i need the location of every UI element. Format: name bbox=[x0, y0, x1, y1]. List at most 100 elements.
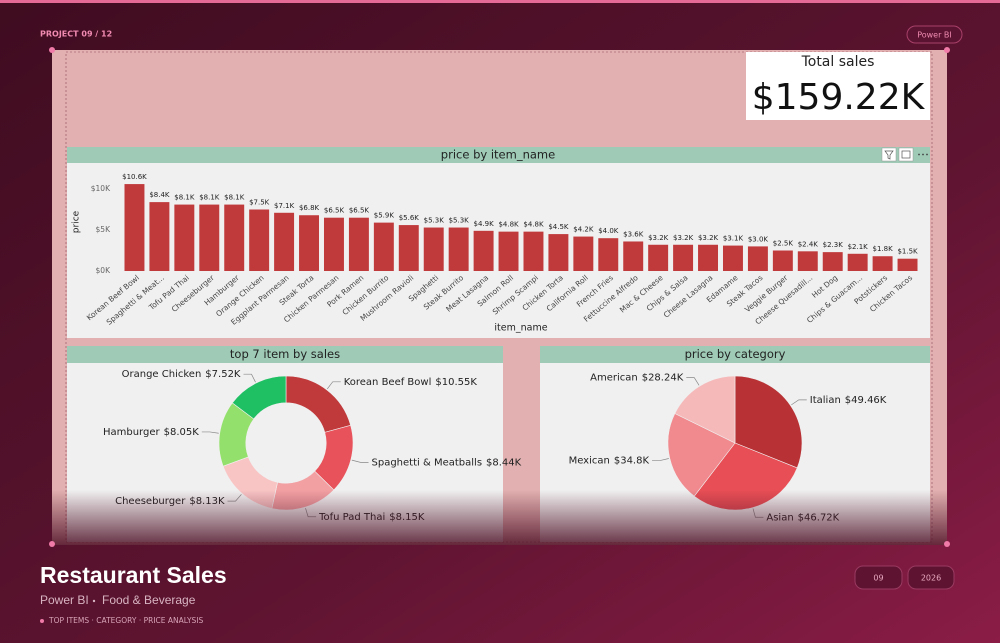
leader-line bbox=[791, 399, 807, 406]
visual-header bbox=[67, 346, 503, 363]
bar bbox=[448, 227, 469, 271]
x-axis-label: item_name bbox=[494, 323, 547, 334]
badge bbox=[906, 25, 963, 44]
data-label: $2.4K bbox=[798, 240, 819, 248]
data-label: $3.1K bbox=[723, 235, 744, 243]
leader-line bbox=[686, 377, 700, 386]
bar bbox=[822, 252, 843, 271]
filter-icon[interactable] bbox=[881, 147, 897, 162]
bar bbox=[897, 258, 918, 271]
y-axis-label: price bbox=[72, 210, 82, 233]
fade-overlay bbox=[52, 490, 947, 545]
leader-line bbox=[652, 458, 669, 461]
data-label: $8.1K bbox=[199, 194, 220, 202]
bar bbox=[872, 256, 893, 271]
bar bbox=[224, 204, 245, 271]
bar bbox=[797, 251, 818, 271]
value-label: $7.52K bbox=[205, 369, 241, 380]
category-label: Spaghetti & Meatballs bbox=[372, 457, 483, 468]
dot bbox=[926, 153, 928, 156]
badge-text: Power BI bbox=[917, 31, 952, 40]
tags: TOP ITEMS · CATEGORY · PRICE ANALYSIS bbox=[48, 616, 204, 625]
focus-icon[interactable] bbox=[898, 147, 914, 162]
bar bbox=[323, 217, 344, 271]
bar bbox=[598, 238, 619, 271]
bar bbox=[249, 209, 270, 271]
bar bbox=[373, 222, 394, 271]
data-label: $1.5K bbox=[897, 248, 918, 256]
data-label: $3.2K bbox=[698, 234, 719, 242]
category-label: Orange Chicken bbox=[122, 369, 202, 380]
category-label: Hamburger bbox=[103, 427, 161, 438]
data-label: Italian $49.46K bbox=[810, 395, 887, 406]
bar bbox=[548, 234, 569, 271]
data-label: $8.1K bbox=[174, 194, 195, 202]
corner-handle bbox=[49, 47, 55, 53]
separator bbox=[92, 599, 96, 603]
leader-line bbox=[326, 381, 341, 390]
bar bbox=[199, 204, 220, 271]
badge bbox=[907, 565, 955, 590]
more-icon[interactable] bbox=[918, 153, 928, 156]
data-label: $4.9K bbox=[474, 220, 495, 228]
data-label: $5.6K bbox=[399, 214, 420, 222]
data-label: $8.4K bbox=[149, 191, 170, 199]
visual-header bbox=[540, 346, 930, 363]
data-label: $7.5K bbox=[249, 199, 270, 207]
bar bbox=[747, 246, 768, 271]
data-label: $3.6K bbox=[623, 230, 644, 238]
bar bbox=[274, 212, 295, 271]
data-label: $10.6K bbox=[122, 173, 147, 181]
data-label: $4.8K bbox=[523, 221, 544, 229]
visual-header bbox=[67, 147, 930, 163]
y-tick-label: $5K bbox=[96, 225, 112, 234]
bar bbox=[473, 230, 494, 271]
bar bbox=[348, 217, 369, 271]
dot bbox=[922, 153, 924, 156]
y-tick-label: $10K bbox=[91, 184, 111, 193]
data-label: $4.2K bbox=[573, 226, 594, 234]
data-label: Korean Beef Bowl $10.55K bbox=[344, 377, 478, 388]
data-label: $5.3K bbox=[424, 217, 445, 225]
badge bbox=[854, 565, 903, 590]
data-label: $2.1K bbox=[848, 243, 869, 251]
leader-line bbox=[351, 459, 369, 463]
bar bbox=[423, 227, 444, 271]
badge-text: 09 bbox=[873, 574, 883, 583]
badge-text: 2026 bbox=[921, 574, 941, 583]
bar bbox=[523, 231, 544, 271]
chart-title: price by item_name bbox=[441, 148, 555, 162]
data-label: $3.2K bbox=[648, 234, 669, 242]
bar bbox=[847, 253, 868, 271]
data-label: Hamburger $8.05K bbox=[103, 427, 199, 438]
data-label: Mexican $34.8K bbox=[569, 456, 650, 467]
data-label: $7.1K bbox=[274, 202, 295, 210]
bar bbox=[722, 245, 743, 271]
category-label: Korean Beef Bowl bbox=[344, 377, 432, 388]
data-label: $2.3K bbox=[823, 241, 844, 249]
data-label: Spaghetti & Meatballs $8.44K bbox=[372, 457, 522, 468]
data-label: $4.5K bbox=[548, 223, 569, 231]
bar bbox=[149, 202, 170, 271]
y-tick-label: $0K bbox=[96, 266, 112, 275]
leader-line bbox=[201, 431, 219, 434]
bar bbox=[299, 215, 320, 271]
data-label: $1.8K bbox=[873, 245, 894, 253]
leader-line bbox=[243, 373, 256, 383]
chart-title: top 7 item by sales bbox=[230, 347, 340, 361]
project-counter: PROJECT 09 / 12 bbox=[40, 30, 112, 39]
kpi-value: $159.22K bbox=[752, 77, 926, 118]
slice bbox=[674, 375, 736, 444]
data-label: $6.5K bbox=[349, 207, 370, 215]
dot bbox=[918, 153, 920, 156]
value-label: $10.55K bbox=[435, 377, 477, 388]
data-label: $2.5K bbox=[773, 240, 794, 248]
top-accent bbox=[0, 0, 1000, 3]
chart-title: price by category bbox=[685, 347, 786, 361]
corner-handle bbox=[49, 541, 55, 547]
corner-handle bbox=[944, 541, 950, 547]
value-label: $8.05K bbox=[164, 427, 200, 438]
category-label: American bbox=[590, 373, 638, 384]
